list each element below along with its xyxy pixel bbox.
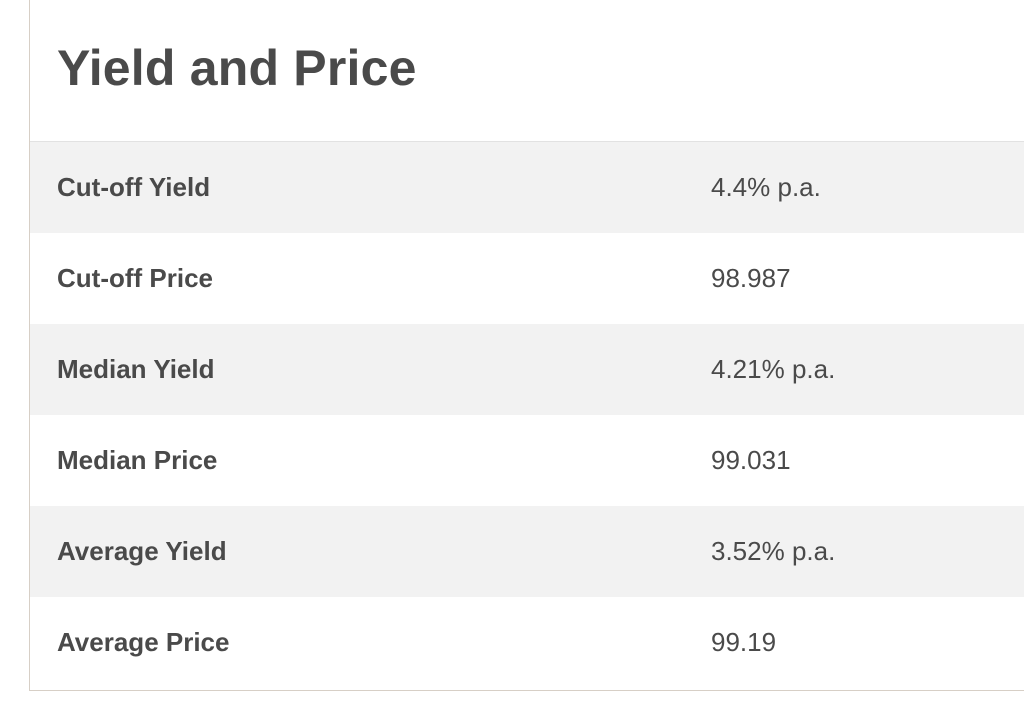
table-row-median-yield: Median Yield 4.21% p.a. xyxy=(30,324,1024,415)
table-row-median-price: Median Price 99.031 xyxy=(30,415,1024,506)
row-value: 4.21% p.a. xyxy=(711,354,836,384)
row-label: Median Yield xyxy=(57,354,215,384)
row-label: Cut-off Price xyxy=(57,263,213,293)
row-value: 4.4% p.a. xyxy=(711,172,821,202)
row-label: Average Price xyxy=(57,627,230,657)
table-row-cutoff-price: Cut-off Price 98.987 xyxy=(30,233,1024,324)
yield-price-table: Cut-off Yield 4.4% p.a. Cut-off Price 98… xyxy=(30,141,1024,688)
table-row-average-yield: Average Yield 3.52% p.a. xyxy=(30,506,1024,597)
row-value: 99.19 xyxy=(711,627,777,657)
table-row-cutoff-yield: Cut-off Yield 4.4% p.a. xyxy=(30,142,1024,233)
yield-and-price-panel: Yield and Price Cut-off Yield 4.4% p.a. … xyxy=(29,0,1024,691)
row-label: Cut-off Yield xyxy=(57,172,211,202)
row-value: 98.987 xyxy=(711,263,791,293)
row-label: Average Yield xyxy=(57,536,227,566)
row-label: Median Price xyxy=(57,445,218,475)
table-row-average-price: Average Price 99.19 xyxy=(30,597,1024,688)
section-title: Yield and Price xyxy=(57,40,417,96)
row-value: 3.52% p.a. xyxy=(711,536,836,566)
row-value: 99.031 xyxy=(711,445,791,475)
